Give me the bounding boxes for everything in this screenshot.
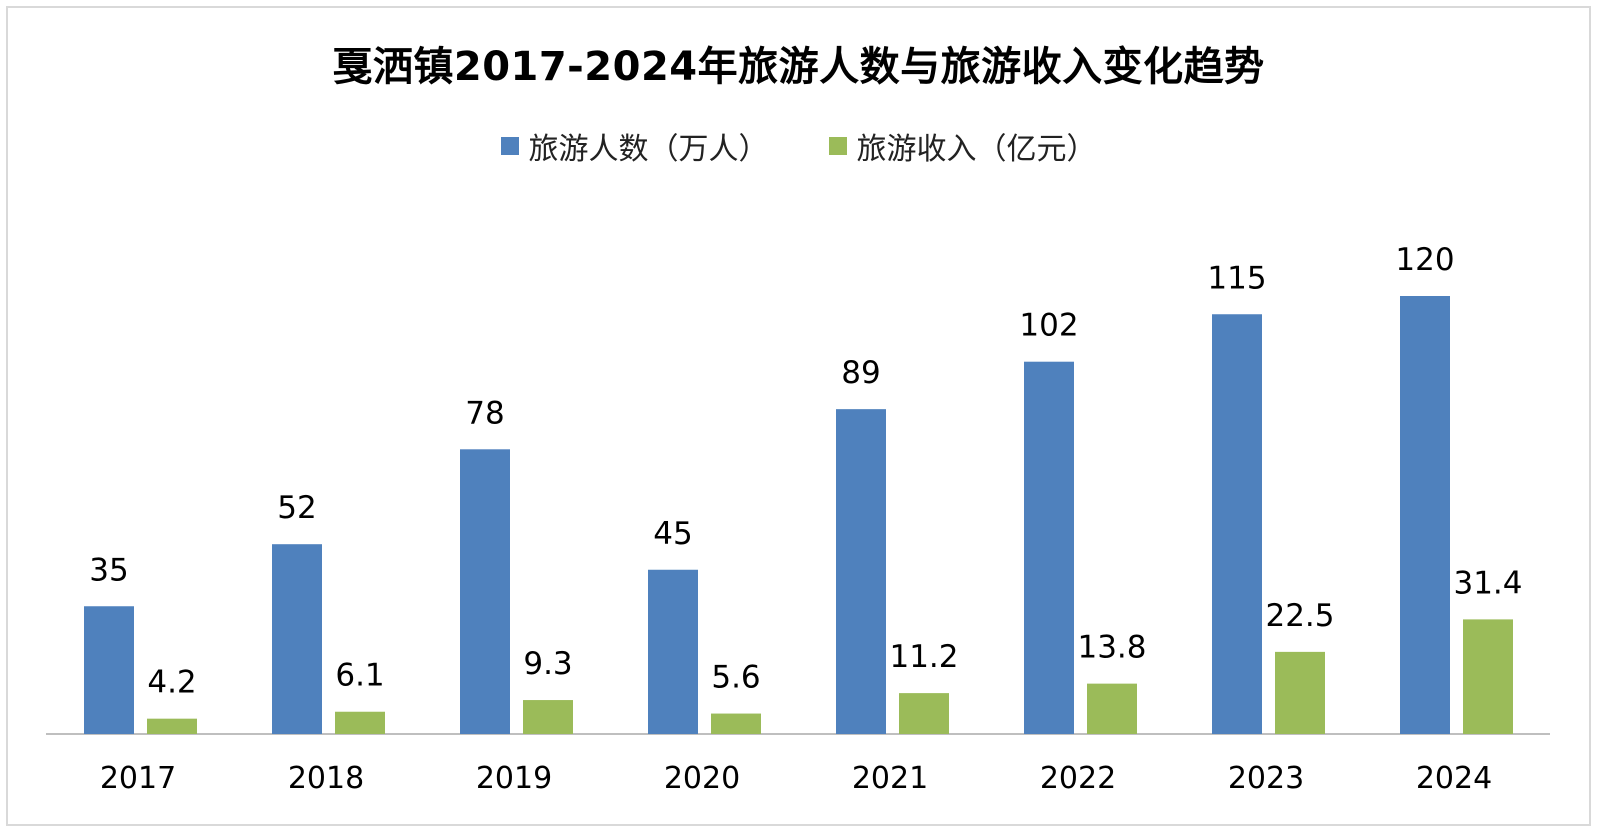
- data-label-visitors-2021: 89: [841, 355, 880, 391]
- bar-revenue-2023: [1275, 651, 1325, 734]
- data-label-visitors-2017: 35: [89, 552, 128, 588]
- x-tick-label-2022: 2022: [1040, 761, 1116, 796]
- data-label-revenue-2019: 9.3: [523, 646, 572, 682]
- legend-swatch-revenue: [828, 137, 847, 155]
- bar-revenue-2019: [523, 700, 573, 734]
- data-label-visitors-2019: 78: [465, 395, 504, 431]
- chart-frame: [6, 6, 1591, 826]
- x-tick-label-2024: 2024: [1416, 761, 1492, 796]
- data-label-visitors-2023: 115: [1207, 260, 1266, 296]
- data-label-revenue-2020: 5.6: [711, 660, 760, 696]
- data-label-revenue-2023: 22.5: [1265, 598, 1334, 634]
- legend-item-revenue: 旅游收入（亿元）: [828, 124, 1097, 168]
- bar-revenue-2024: [1463, 619, 1513, 734]
- bar-visitors-2021: [836, 409, 886, 734]
- data-label-visitors-2020: 45: [653, 516, 692, 552]
- x-tick-label-2023: 2023: [1228, 761, 1304, 796]
- data-label-revenue-2022: 13.8: [1077, 630, 1146, 666]
- data-label-revenue-2021: 11.2: [889, 639, 958, 675]
- data-label-revenue-2024: 31.4: [1453, 565, 1522, 601]
- bar-visitors-2017: [84, 606, 134, 734]
- bar-revenue-2020: [711, 713, 761, 734]
- data-label-visitors-2024: 120: [1395, 242, 1454, 278]
- legend-item-visitors: 旅游人数（万人）: [500, 124, 769, 168]
- x-tick-label-2019: 2019: [476, 761, 552, 796]
- bar-revenue-2021: [899, 693, 949, 734]
- chart-legend: 旅游人数（万人） 旅游收入（亿元）: [0, 124, 1597, 168]
- legend-label-revenue: 旅游收入（亿元）: [856, 132, 1097, 167]
- chart-title: 戛洒镇2017-2024年旅游人数与旅游收入变化趋势: [332, 44, 1265, 90]
- x-tick-label-2018: 2018: [288, 761, 364, 796]
- bar-revenue-2022: [1087, 683, 1137, 734]
- bar-visitors-2019: [460, 449, 510, 734]
- data-label-revenue-2018: 6.1: [335, 658, 384, 694]
- data-label-visitors-2022: 102: [1019, 308, 1078, 344]
- bar-visitors-2018: [272, 544, 322, 734]
- bar-revenue-2017: [147, 718, 197, 734]
- legend-label-visitors: 旅游人数（万人）: [528, 132, 769, 167]
- x-tick-label-2021: 2021: [852, 761, 928, 796]
- bar-revenue-2018: [335, 711, 385, 734]
- bar-visitors-2022: [1024, 361, 1074, 734]
- legend-swatch-visitors: [500, 137, 519, 155]
- data-label-visitors-2018: 52: [277, 490, 316, 526]
- bar-visitors-2024: [1400, 296, 1450, 734]
- bar-visitors-2020: [648, 569, 698, 734]
- x-tick-label-2017: 2017: [100, 761, 176, 796]
- data-label-revenue-2017: 4.2: [147, 665, 196, 701]
- bar-visitors-2023: [1212, 314, 1262, 734]
- x-tick-label-2020: 2020: [664, 761, 740, 796]
